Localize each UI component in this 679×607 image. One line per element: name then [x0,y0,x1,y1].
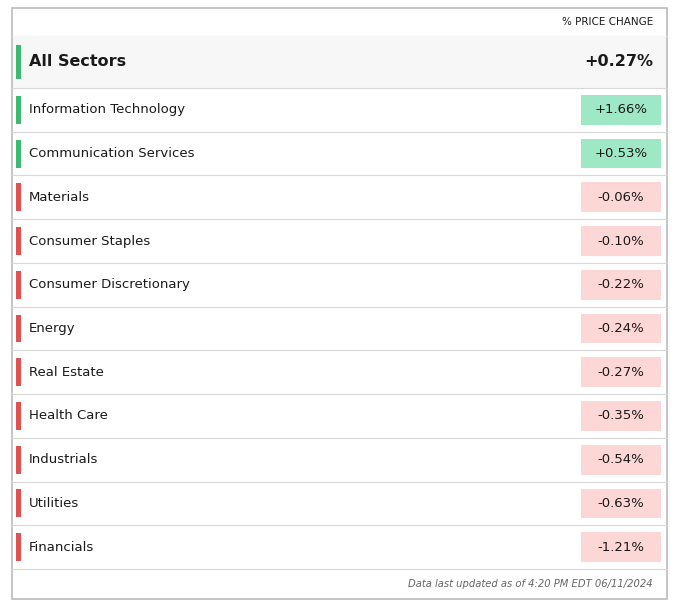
Text: Energy: Energy [29,322,75,335]
Bar [16,271,21,299]
Bar [16,314,21,342]
Bar [16,96,21,124]
Text: +0.27%: +0.27% [584,55,653,69]
Bar [581,183,661,212]
Text: -1.21%: -1.21% [598,541,644,554]
Text: Consumer Discretionary: Consumer Discretionary [29,278,190,291]
Bar [581,270,661,300]
Text: All Sectors: All Sectors [29,55,126,69]
Text: -0.10%: -0.10% [598,234,644,248]
Bar [13,36,666,88]
Text: Data last updated as of 4:20 PM EDT 06/11/2024: Data last updated as of 4:20 PM EDT 06/1… [408,579,653,589]
Bar [581,314,661,344]
Text: -0.06%: -0.06% [598,191,644,204]
Text: +0.53%: +0.53% [594,147,648,160]
Text: -0.63%: -0.63% [598,497,644,510]
Text: Financials: Financials [29,541,94,554]
Text: Information Technology: Information Technology [29,103,185,117]
Text: Industrials: Industrials [29,453,98,466]
Bar [581,95,661,124]
Bar [16,533,21,561]
Text: Communication Services: Communication Services [29,147,194,160]
Bar [16,489,21,517]
Text: +1.66%: +1.66% [595,103,648,117]
Bar [581,139,661,169]
Bar [581,358,661,387]
Bar [16,358,21,386]
Text: Real Estate: Real Estate [29,366,104,379]
Text: Materials: Materials [29,191,90,204]
Bar [581,401,661,431]
Text: Health Care: Health Care [29,410,108,422]
Text: % PRICE CHANGE: % PRICE CHANGE [562,17,653,27]
Text: -0.35%: -0.35% [598,410,644,422]
Bar [581,489,661,518]
Bar [16,227,21,255]
Bar [16,140,21,168]
Text: Utilities: Utilities [29,497,79,510]
Bar [16,402,21,430]
Bar [581,532,661,562]
Bar [581,226,661,256]
Bar [16,46,21,79]
Text: -0.54%: -0.54% [598,453,644,466]
Text: -0.24%: -0.24% [598,322,644,335]
Text: -0.22%: -0.22% [598,278,644,291]
Bar [16,446,21,473]
Text: -0.27%: -0.27% [598,366,644,379]
Text: Consumer Staples: Consumer Staples [29,234,150,248]
Bar [581,445,661,475]
Bar [16,183,21,211]
